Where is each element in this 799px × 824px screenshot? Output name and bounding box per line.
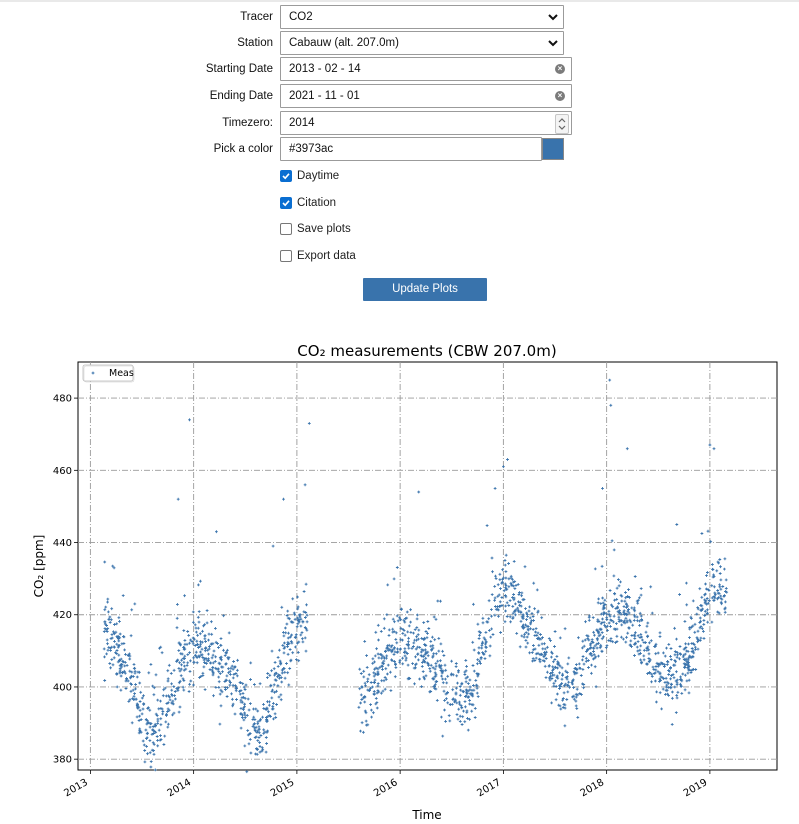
legend-marker	[91, 371, 95, 375]
station-value: Cabauw (alt. 207.0m)	[289, 37, 399, 49]
start-date-row: Starting Date 2013 - 02 - 14 ×	[0, 57, 799, 81]
checkbox-icon[interactable]	[280, 197, 292, 209]
y-tick-label: 440	[53, 538, 72, 549]
x-tick-label: 2016	[372, 777, 400, 799]
station-row: Station Cabauw (alt. 207.0m)	[0, 31, 799, 55]
station-label: Station	[237, 37, 273, 49]
y-tick-label: 380	[53, 755, 72, 766]
x-tick-label: 2018	[579, 777, 607, 799]
meas-series-markers	[102, 378, 729, 774]
x-tick-label: 2017	[475, 777, 503, 799]
y-tick-label: 460	[53, 466, 72, 477]
end-date-row: Ending Date 2021 - 11 - 01 ×	[0, 84, 799, 108]
tracer-label: Tracer	[240, 11, 273, 23]
clear-icon[interactable]: ×	[555, 91, 565, 101]
checkbox-icon[interactable]	[280, 250, 292, 262]
grid-lines	[78, 362, 777, 770]
top-bar	[0, 0, 799, 2]
x-tick-label: 2014	[166, 777, 194, 799]
color-value: #3973ac	[289, 143, 334, 155]
x-tick-label: 2019	[682, 777, 710, 799]
color-swatch[interactable]	[542, 138, 564, 160]
chevron-down-icon	[548, 14, 558, 21]
data-points	[102, 378, 729, 774]
legend-box	[82, 364, 134, 382]
legend-shadow	[83, 365, 135, 383]
checkbox-label: Citation	[297, 197, 336, 209]
checkbox-label: Save plots	[297, 223, 351, 235]
timezero-label: Timezero:	[222, 117, 273, 129]
timezero-input[interactable]: 2014	[280, 111, 572, 135]
checkbox-label: Export data	[297, 250, 356, 262]
x-tick-label: 2013	[62, 777, 90, 799]
plot-area	[77, 361, 778, 771]
x-axis-label: Time	[411, 808, 441, 822]
start-date-input[interactable]: 2013 - 02 - 14 ×	[280, 57, 572, 81]
color-label: Pick a color	[213, 143, 273, 155]
y-tick-label: 400	[53, 682, 72, 693]
end-date-input[interactable]: 2021 - 11 - 01 ×	[280, 84, 572, 108]
chart-title: CO₂ measurements (CBW 207.0m)	[297, 342, 556, 360]
start-date-label: Starting Date	[205, 63, 273, 75]
timezero-value: 2014	[289, 117, 315, 129]
color-text-input[interactable]: #3973ac	[280, 137, 542, 161]
end-date-label: Ending Date	[209, 90, 273, 102]
co2-chart: CO₂ measurements (CBW 207.0m) 2013 2014 20…	[32, 342, 778, 822]
tracer-value: CO2	[289, 11, 313, 23]
tracer-select[interactable]: CO2	[280, 5, 564, 29]
spinner-icon[interactable]	[555, 114, 569, 134]
legend: Meas	[82, 364, 135, 383]
station-select[interactable]: Cabauw (alt. 207.0m)	[280, 31, 564, 55]
timezero-row: Timezero: 2014	[0, 111, 799, 135]
tracer-row: Tracer CO2	[0, 5, 799, 29]
start-date-value: 2013 - 02 - 14	[289, 63, 361, 75]
checkbox-label: Daytime	[297, 170, 340, 182]
y-tick-label: 420	[53, 610, 72, 621]
end-date-value: 2021 - 11 - 01	[289, 90, 360, 102]
checkbox-icon[interactable]	[280, 223, 292, 235]
chevron-down-icon	[548, 40, 558, 47]
legend-label-meas: Meas	[109, 368, 134, 379]
y-axis-label: CO₂ [ppm]	[32, 535, 46, 598]
y-tick-label: 480	[53, 394, 72, 405]
checkbox-icon[interactable]	[280, 170, 292, 182]
clear-icon[interactable]: ×	[555, 64, 565, 74]
x-tick-label: 2015	[269, 777, 297, 799]
update-plots-button[interactable]: Update Plots	[363, 278, 487, 301]
color-row: Pick a color #3973ac	[0, 137, 799, 161]
